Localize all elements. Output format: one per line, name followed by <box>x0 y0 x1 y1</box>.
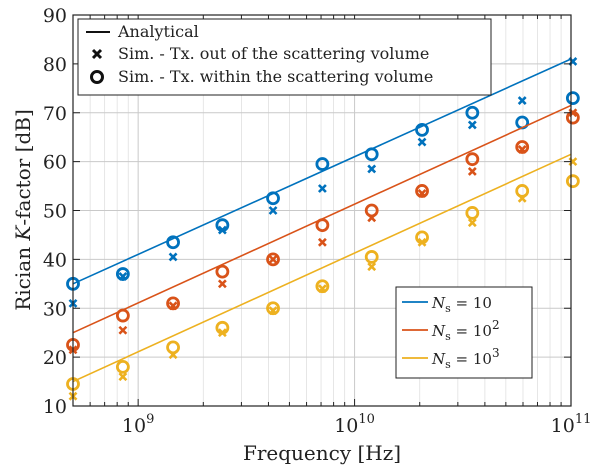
legend-circle-marker-icon <box>90 70 104 84</box>
circle-marker <box>565 110 580 125</box>
analytical-line <box>72 153 572 383</box>
circle-marker <box>215 320 230 335</box>
legend-series-2-label: Ns = 102 <box>431 318 500 343</box>
circle-marker <box>215 218 230 233</box>
cross-marker <box>317 237 327 247</box>
y-tick-label: 80 <box>43 54 67 76</box>
y-tick-label: 70 <box>43 103 67 125</box>
circle-marker <box>364 250 379 264</box>
circle-marker <box>115 308 130 323</box>
y-axis-label-suffix: -factor [dB] <box>11 109 35 225</box>
y-tick-label: 60 <box>43 152 67 174</box>
circle-marker <box>364 147 379 162</box>
y-tick-label: 40 <box>43 249 67 271</box>
ticks: 109 1010 1011 10 20 30 40 50 60 70 80 90 <box>43 5 591 437</box>
circle-marker <box>266 301 280 316</box>
series-1 <box>66 57 580 308</box>
cross-marker <box>467 218 477 228</box>
circle-marker <box>565 174 580 189</box>
cross-marker <box>367 164 377 174</box>
cross-marker <box>467 120 477 130</box>
series-3 <box>66 153 580 401</box>
legend-out-of-volume-label: Sim. - Tx. out of the scattering volume <box>118 44 429 63</box>
circle-marker <box>364 203 379 218</box>
circle-marker <box>215 264 230 279</box>
cross-marker <box>268 206 278 215</box>
circle-marker <box>166 340 180 355</box>
circle-marker <box>465 105 480 120</box>
series-legend: Ns = 10 Ns = 102 Ns = 103 <box>395 286 533 379</box>
legend-within-volume-label: Sim. - Tx. within the scattering volume <box>118 67 433 86</box>
circle-marker <box>115 359 130 374</box>
cross-marker <box>317 184 327 193</box>
style-legend: Analytical Sim. - Tx. out of the scatter… <box>77 18 492 96</box>
cross-marker <box>118 325 128 335</box>
legend-series-1-label: Ns = 10 <box>431 294 492 315</box>
circle-marker <box>415 122 429 137</box>
cross-marker <box>118 372 128 382</box>
x-tick-label: 1010 <box>334 412 375 437</box>
cross-marker <box>168 252 178 262</box>
style-legend-box <box>77 18 492 96</box>
analytical-line <box>72 58 572 285</box>
legend-cross-marker-icon <box>91 48 103 60</box>
circle-marker <box>465 152 480 167</box>
y-tick-label: 10 <box>43 396 67 418</box>
x-axis-label: Frequency [Hz] <box>243 441 401 465</box>
y-axis-label-var: K <box>11 225 35 242</box>
circle-marker <box>115 267 130 281</box>
circle-marker <box>415 184 429 198</box>
x-tick-label: 109 <box>122 412 154 437</box>
cross-marker <box>417 137 427 147</box>
y-axis-label: Rician K-factor [dB] <box>11 109 35 311</box>
circle-marker <box>315 218 330 233</box>
x-tick-label: 1011 <box>551 412 591 437</box>
y-tick-label: 90 <box>43 5 67 27</box>
cross-marker <box>268 254 278 264</box>
circle-marker <box>515 140 530 154</box>
circle-marker <box>415 230 429 245</box>
legend-analytical-label: Analytical <box>117 22 199 41</box>
circle-marker <box>565 91 580 105</box>
circle-marker <box>166 235 180 250</box>
circle-marker <box>465 206 480 220</box>
cross-marker <box>467 166 477 176</box>
y-axis-label-prefix: Rician <box>11 241 35 311</box>
circle-marker <box>266 191 280 206</box>
y-tick-label: 20 <box>43 347 67 369</box>
cross-marker <box>217 279 227 289</box>
y-tick-label: 50 <box>43 201 67 223</box>
legend-series-3-label: Ns = 103 <box>431 346 500 371</box>
y-tick-label: 30 <box>43 298 67 320</box>
circle-marker <box>315 279 330 294</box>
circle-marker <box>515 184 530 198</box>
cross-marker <box>367 262 377 272</box>
circle-marker <box>315 157 330 171</box>
cross-marker <box>517 96 527 105</box>
circle-marker <box>266 252 280 267</box>
circle-marker <box>166 296 180 311</box>
